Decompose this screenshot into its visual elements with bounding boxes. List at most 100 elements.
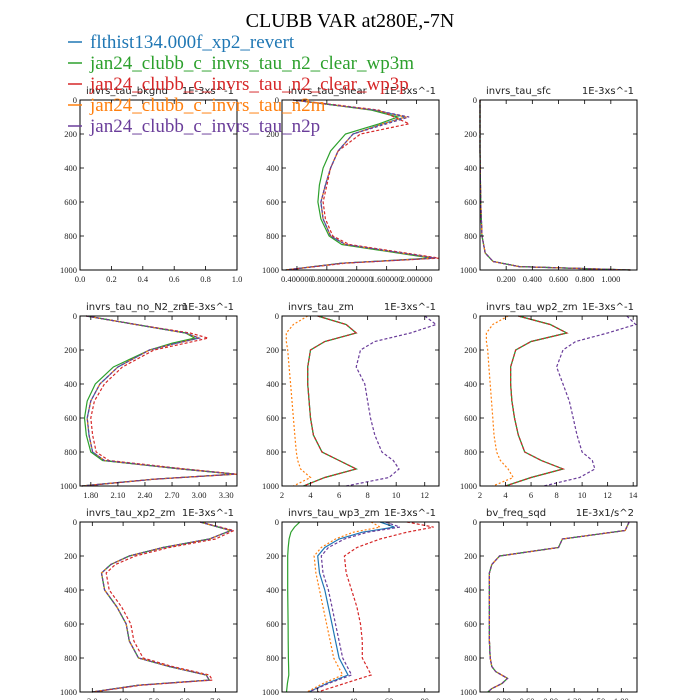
series-lines	[285, 315, 438, 487]
x-tick-label: 3.00	[192, 490, 207, 500]
x-tick-label: 2.40	[138, 490, 153, 500]
y-tick-label: 1000	[262, 265, 279, 275]
x-tick-label: 1.80	[83, 490, 98, 500]
plot-frame	[281, 99, 440, 271]
series-line-0	[479, 100, 631, 271]
panel-title: invrs_tau_no_N2_zm	[86, 302, 188, 313]
series-line-1	[479, 100, 631, 271]
panel-invrs_tau_xp2_zm: invrs_tau_xp2_zm 1E-3xs^-1 0 200 400 600 800 10…	[60, 508, 238, 700]
panel-unit: 1E-3xs^-1	[582, 302, 634, 313]
series-line-2	[479, 100, 631, 271]
legend-label: jan24_clubb_c_invrs_tau_n2m	[89, 95, 326, 116]
series-line-2	[317, 521, 434, 693]
legend-item: flthist134.000f_xp2_revert	[68, 32, 295, 53]
series-lines	[92, 521, 236, 693]
y-tick-label: 400	[64, 163, 77, 173]
series-line-3	[485, 315, 515, 487]
x-tick-label: 7.0	[210, 696, 221, 700]
legend-label: flthist134.000f_xp2_revert	[90, 32, 295, 53]
y-tick-label: 600	[64, 197, 77, 207]
x-tick-label: 1.20	[567, 696, 582, 700]
plot-frame	[479, 521, 638, 693]
x-tick-label: 2.70	[165, 490, 180, 500]
y-tick-label: 200	[464, 345, 477, 355]
panel-title: invrs_tau_shear	[288, 86, 368, 97]
x-tick-label: 1.80	[614, 696, 629, 700]
y-tick-label: 800	[266, 231, 279, 241]
x-tick-label: 0.8	[200, 274, 211, 284]
y-tick-label: 0	[275, 517, 279, 527]
y-tick-label: 400	[64, 585, 77, 595]
panel-title: invrs_tau_zm	[288, 302, 354, 313]
x-tick-label: 8	[554, 490, 558, 500]
y-tick-label: 0	[73, 95, 77, 105]
legend-item: jan24_clubb_c_invrs_tau_n2p	[68, 116, 320, 137]
y-tick-label: 600	[266, 197, 279, 207]
legend-item: jan24_clubb_c_invrs_tau_n2_clear_wp3m	[68, 53, 414, 74]
y-tick-label: 400	[266, 379, 279, 389]
panel-invrs_tau_shear: invrs_tau_shear 1E-3xs^-1 0 200 400 600 800 100…	[262, 86, 440, 284]
figure-title: CLUBB VAR at280E,-7N	[246, 10, 455, 32]
x-tick-label: 8	[366, 490, 370, 500]
series-line-3	[306, 521, 382, 693]
x-tick-label: 2	[478, 490, 482, 500]
x-tick-label: 10	[578, 490, 587, 500]
y-tick-label: 200	[64, 551, 77, 561]
y-tick-label: 600	[464, 197, 477, 207]
y-tick-label: 400	[266, 585, 279, 595]
y-tick-label: 600	[464, 619, 477, 629]
y-tick-label: 200	[64, 345, 77, 355]
series-line-1	[92, 521, 233, 693]
y-tick-label: 1000	[60, 481, 77, 491]
panel-unit: 1E-3xs^-1	[384, 86, 436, 97]
y-tick-label: 400	[464, 163, 477, 173]
x-tick-label: 0.400	[523, 274, 542, 284]
panel-title: bv_freq_sqd	[486, 508, 546, 519]
series-line-2	[303, 315, 358, 487]
y-tick-label: 800	[464, 231, 477, 241]
x-tick-label: 0.6	[169, 274, 180, 284]
series-line-4	[346, 315, 438, 487]
x-tick-label: 4.0	[118, 696, 129, 700]
y-tick-label: 1000	[60, 265, 77, 275]
x-tick-label: 6	[529, 490, 533, 500]
legend-item: jan24_clubb_c_invrs_tau_n2m	[68, 95, 326, 116]
panel-title: invrs_tau_bkgnd	[86, 86, 168, 97]
y-tick-label: 1000	[262, 481, 279, 491]
y-tick-label: 200	[464, 129, 477, 139]
x-tick-label: 20	[313, 696, 322, 700]
x-tick-label: 1.50	[590, 696, 605, 700]
x-tick-label: 0.0	[75, 274, 86, 284]
y-tick-label: 800	[464, 653, 477, 663]
y-tick-label: 200	[64, 129, 77, 139]
x-tick-label: 1.000	[601, 274, 620, 284]
y-tick-label: 0	[473, 311, 477, 321]
series-line-4	[308, 521, 401, 693]
panel-title: invrs_tau_xp2_zm	[86, 508, 175, 519]
x-tick-label: 0.800000	[311, 274, 343, 284]
y-tick-label: 1000	[60, 687, 77, 697]
panel-unit: 1E-3xs^-1	[384, 302, 436, 313]
series-line-4	[487, 521, 630, 693]
panel-title: invrs_tau_wp3_zm	[288, 508, 380, 519]
y-tick-label: 400	[266, 163, 279, 173]
y-tick-label: 200	[266, 551, 279, 561]
y-tick-label: 600	[266, 413, 279, 423]
x-tick-label: 6	[337, 490, 341, 500]
panel-bv_freq_sqd: bv_freq_sqd 1E-3x1/s^2 0 200 400 600 800 1000 0.…	[460, 508, 638, 700]
panel-unit: 1E-3x1/s^2	[576, 508, 634, 519]
y-tick-label: 800	[64, 447, 77, 457]
x-tick-label: 40	[349, 696, 358, 700]
x-tick-label: 12	[603, 490, 612, 500]
series-line-3	[285, 315, 312, 487]
series-line-4	[479, 100, 631, 271]
y-tick-label: 400	[64, 379, 77, 389]
legend: flthist134.000f_xp2_revertjan24_clubb_c_…	[68, 32, 414, 137]
y-tick-label: 600	[464, 413, 477, 423]
plot-frame	[79, 99, 238, 271]
x-tick-label: 0.600	[549, 274, 568, 284]
panel-invrs_tau_bkgnd: invrs_tau_bkgnd 1E-3xs^-1 0 200 400 600 800 100…	[60, 86, 242, 284]
plot-frame	[79, 521, 238, 693]
